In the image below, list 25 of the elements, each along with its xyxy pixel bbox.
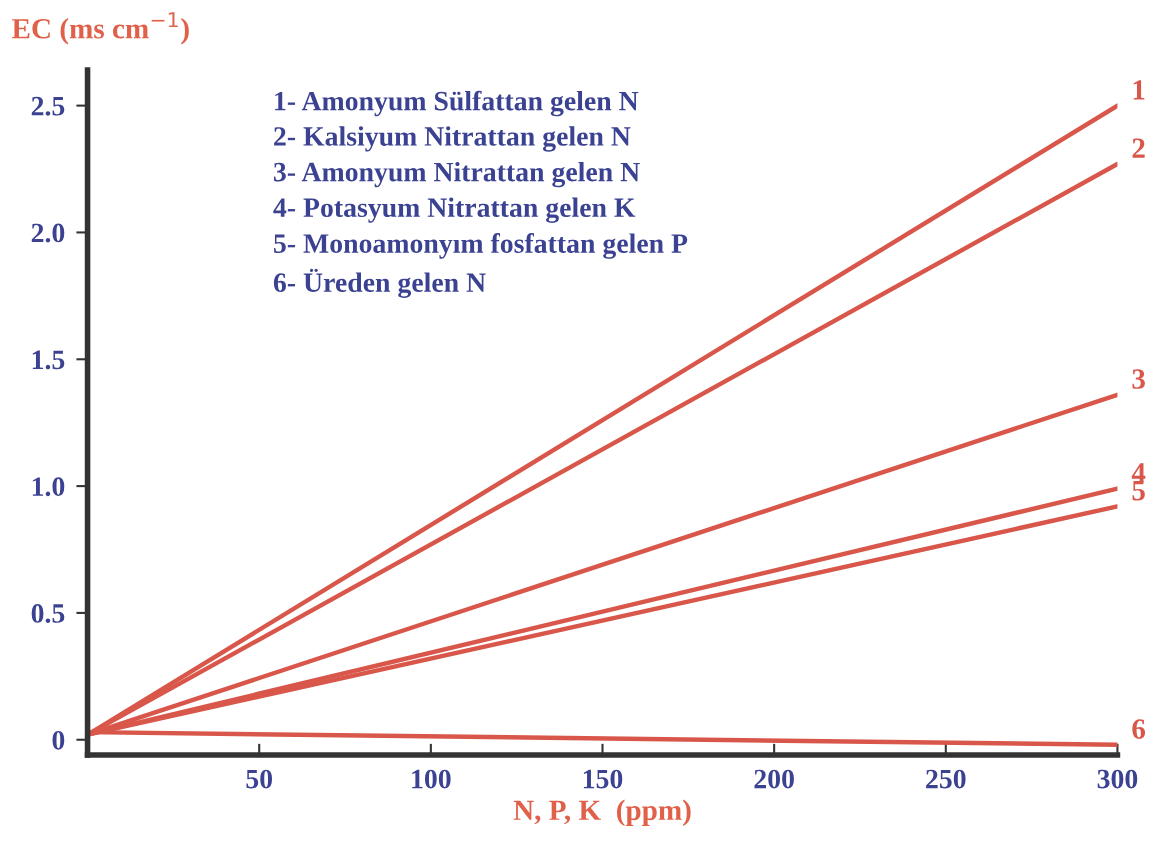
annotation: 3- Amonyum Nitrattan gelen N — [273, 161, 640, 188]
annotation: 1- Amonyum Sülfattan gelen N — [275, 90, 639, 117]
series-label: 1 — [1133, 80, 1145, 100]
x-tick-label: 250 — [926, 769, 966, 789]
series-label: 5 — [1132, 481, 1145, 501]
y-tick-label: 2.0 — [31, 223, 65, 243]
y-tick-label: 0 — [52, 730, 65, 750]
annotation: 5- Monoamonyım fosfattan gelen P — [274, 233, 688, 259]
y-tick-label: 1.0 — [32, 477, 65, 497]
y-tick-label: 0.5 — [31, 604, 65, 623]
x-tick-label: 100 — [412, 769, 451, 789]
y-axis-title: EC (ms cm$^{−1}$) — [12, 12, 189, 45]
y-tick-label: 1.5 — [32, 350, 65, 370]
series-label: 6 — [1132, 719, 1146, 739]
annotation: 6- Üreden gelen N — [273, 268, 486, 298]
annotation: 4- Potasyum Nitrattan gelen K — [273, 197, 636, 223]
x-tick-label: 300 — [1097, 769, 1138, 789]
x-tick-label: 200 — [754, 769, 794, 789]
y-tick-label: 2.5 — [31, 96, 65, 116]
series-label: 3 — [1132, 369, 1145, 389]
x-tick-label: 150 — [583, 769, 623, 789]
x-tick-label: 50 — [246, 769, 273, 789]
x-axis-title: N, P, K (ppm) — [513, 799, 691, 827]
series-label: 2 — [1132, 138, 1145, 158]
annotation: 2- Kalsiyum Nitrattan gelen N — [274, 126, 631, 152]
